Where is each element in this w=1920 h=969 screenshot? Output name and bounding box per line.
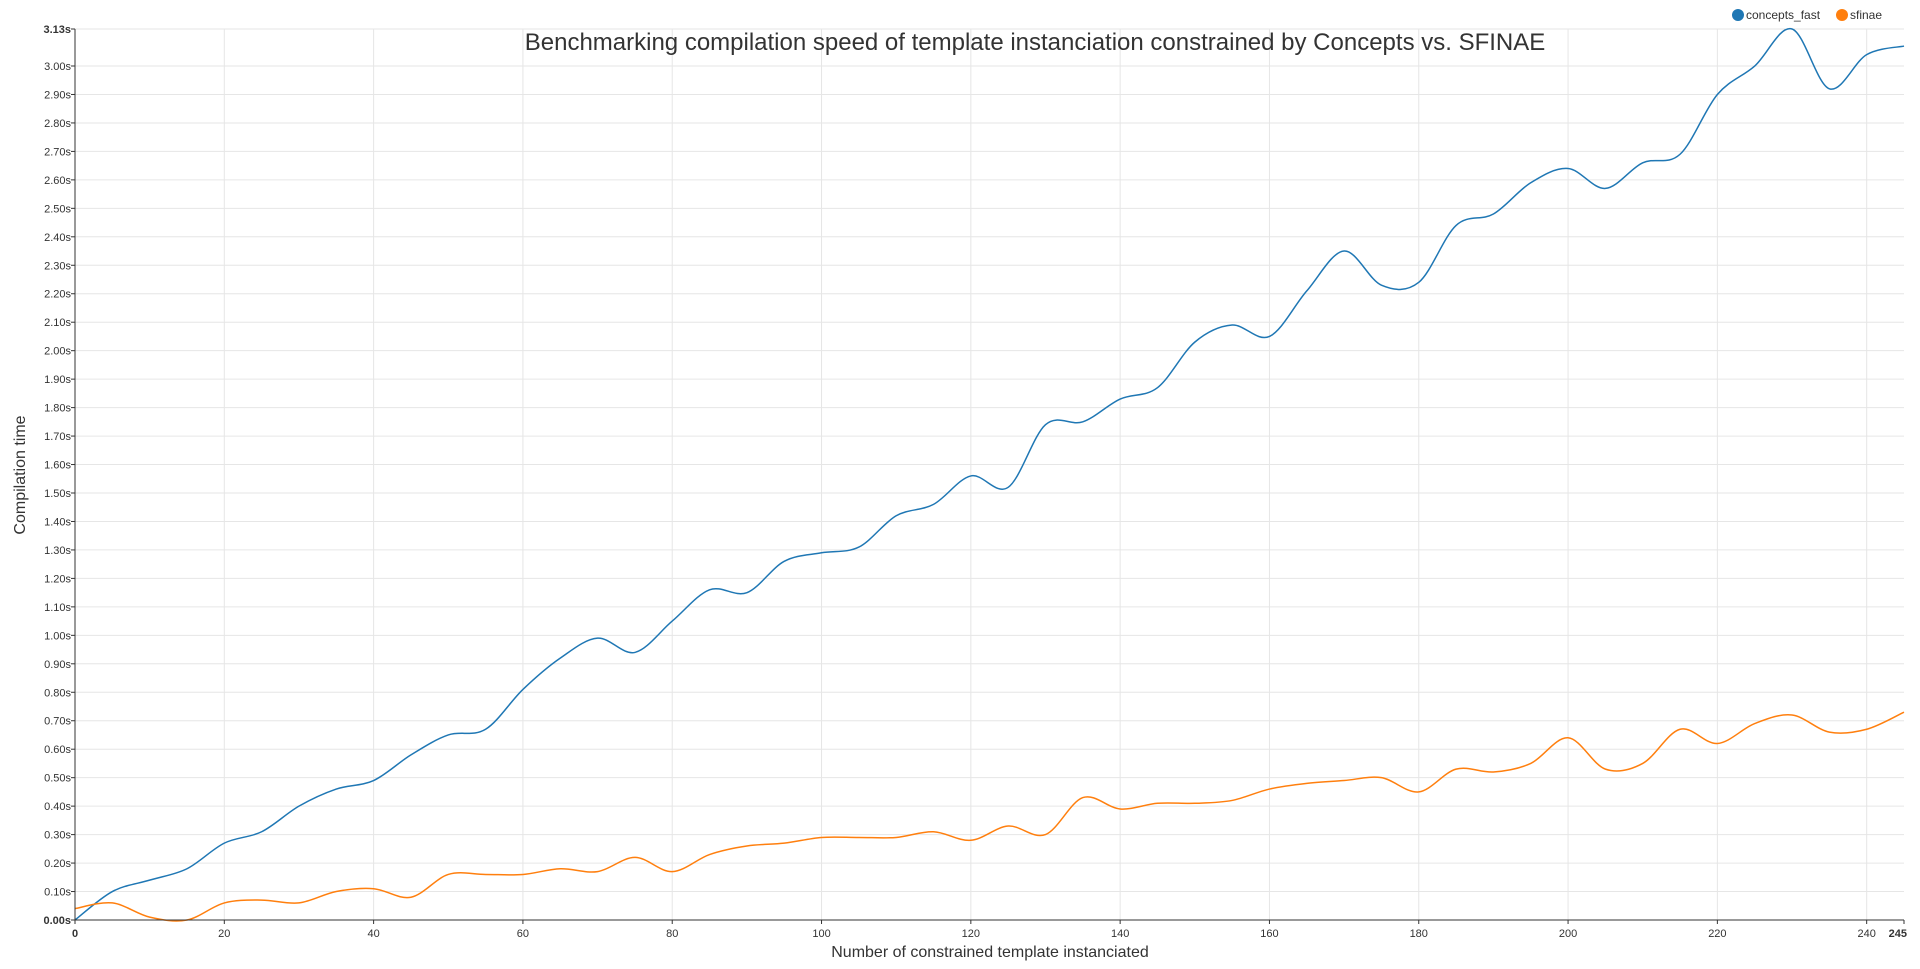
y-tick-label: 0.20s — [44, 858, 71, 870]
x-tick-label: 40 — [367, 928, 379, 940]
x-tick-label: 100 — [812, 928, 830, 940]
y-tick-label: 2.70s — [44, 146, 71, 158]
y-tick-label: 0.00s — [43, 915, 71, 927]
legend-label: sfinae — [1850, 8, 1882, 22]
x-tick-label: 140 — [1111, 928, 1129, 940]
y-axis-title: Compilation time — [12, 415, 29, 534]
legend-swatch — [1836, 9, 1848, 21]
y-tick-label: 1.30s — [44, 545, 71, 557]
x-tick-label: 240 — [1857, 928, 1875, 940]
x-tick-label: 160 — [1260, 928, 1278, 940]
y-tick-label: 1.20s — [44, 573, 71, 585]
y-tick-label: 2.10s — [44, 317, 71, 329]
x-tick-label: 200 — [1559, 928, 1577, 940]
legend-label: concepts_fast — [1746, 8, 1821, 22]
x-tick-label: 245 — [1889, 928, 1907, 940]
y-tick-label: 0.60s — [44, 744, 71, 756]
x-tick-label: 0 — [72, 928, 78, 940]
x-tick-label: 120 — [962, 928, 980, 940]
y-tick-label: 2.00s — [44, 346, 71, 358]
y-tick-label: 2.80s — [44, 118, 71, 130]
y-tick-label: 2.40s — [44, 232, 71, 244]
y-tick-label: 1.80s — [44, 403, 71, 415]
legend-item-concepts-fast[interactable]: concepts_fast — [1732, 8, 1821, 22]
y-tick-label: 0.70s — [44, 716, 71, 728]
y-tick-label: 1.50s — [44, 488, 71, 500]
y-tick-label: 0.80s — [44, 687, 71, 699]
x-tick-label: 20 — [218, 928, 230, 940]
x-tick-labels: 0 20 40 60 80 100 120 140 160 180 200 220 240 245 — [72, 920, 1907, 940]
x-axis-title: Number of constrained template instancia… — [831, 944, 1149, 961]
y-tick-label: 2.20s — [44, 289, 71, 301]
y-tick-label: 0.10s — [44, 887, 71, 899]
y-tick-label: 0.40s — [44, 801, 71, 813]
chart-title: Benchmarking compilation speed of templa… — [525, 29, 1546, 56]
axes — [74, 29, 1904, 921]
y-tick-label: 1.00s — [44, 630, 71, 642]
y-tick-labels: 0.00s 0.10s 0.20s 0.30s 0.40s 0.50s 0.60s 0.70s… — [43, 24, 75, 927]
x-tick-label: 60 — [517, 928, 529, 940]
series-line-concepts-fast — [74, 28, 1905, 921]
y-tick-label: 1.40s — [44, 516, 71, 528]
legend[interactable]: concepts_fast sfinae — [1732, 8, 1882, 22]
x-tick-label: 80 — [666, 928, 678, 940]
y-tick-label: 2.30s — [44, 260, 71, 272]
y-tick-label: 3.00s — [44, 61, 71, 73]
y-tick-label: 1.70s — [44, 431, 71, 443]
y-tick-label: 2.90s — [44, 89, 71, 101]
y-tick-label: 0.90s — [44, 659, 71, 671]
x-tick-label: 180 — [1410, 928, 1428, 940]
y-tick-label: 3.13s — [43, 24, 71, 36]
y-tick-label: 1.90s — [44, 374, 71, 386]
y-tick-label: 2.50s — [44, 203, 71, 215]
legend-item-sfinae[interactable]: sfinae — [1836, 8, 1882, 22]
x-tick-label: 220 — [1708, 928, 1726, 940]
series-line-sfinae — [74, 711, 1905, 922]
y-tick-label: 1.60s — [44, 460, 71, 472]
legend-swatch — [1732, 9, 1744, 21]
y-tick-label: 1.10s — [44, 602, 71, 614]
y-tick-label: 0.30s — [44, 830, 71, 842]
y-tick-label: 2.60s — [44, 175, 71, 187]
y-tick-label: 0.50s — [44, 773, 71, 785]
series-layer — [74, 28, 1905, 922]
